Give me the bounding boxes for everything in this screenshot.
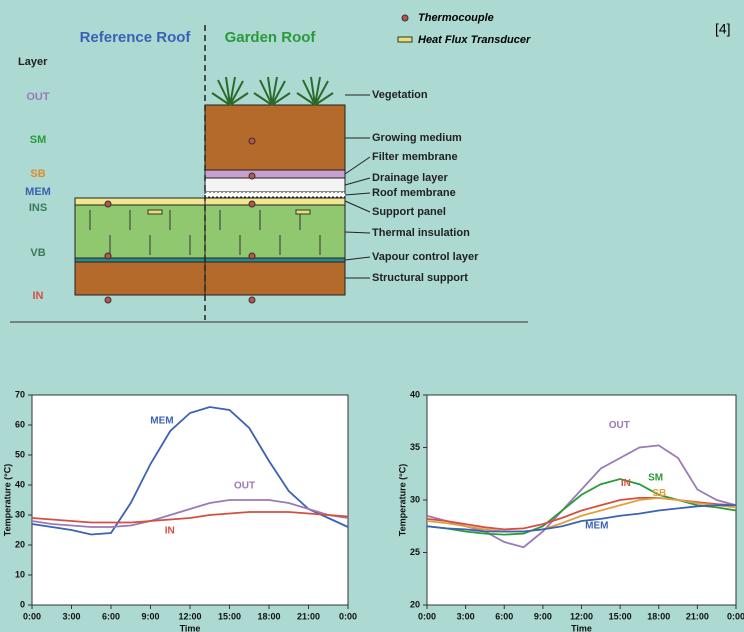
layer-label: SM [30, 134, 47, 146]
roof-diagram: Reference Roof Garden Roof Thermocouple … [10, 12, 731, 323]
y-tick-label: 30 [410, 494, 420, 504]
series-label: IN [165, 526, 175, 537]
x-tick-label: 21:00 [297, 611, 320, 621]
plot-area [426, 394, 737, 606]
thermocouple-icon [401, 14, 409, 22]
y-tick-label: 40 [410, 389, 420, 399]
x-tick-label: 6:00 [495, 611, 513, 621]
series-label: OUT [609, 420, 630, 431]
roof-membrane [204, 191, 346, 198]
insulation-pattern [89, 210, 321, 255]
plot-area [31, 394, 349, 606]
x-tick-label: 12:00 [570, 611, 593, 621]
layer-label: MEM [25, 186, 51, 198]
layer-label: OUT [26, 91, 50, 103]
series-line [31, 499, 349, 528]
layer-label: INS [29, 202, 47, 214]
x-tick-label: 12:00 [178, 611, 201, 621]
callout: Thermal insulation [372, 227, 470, 239]
callout: Vapour control layer [372, 251, 479, 263]
callout: Support panel [372, 206, 446, 218]
vapour-control [74, 257, 346, 263]
x-tick-label: 15:00 [218, 611, 241, 621]
x-tick-label: 18:00 [647, 611, 670, 621]
series-label: OUT [234, 481, 255, 492]
legend-label: Heat Flux Transducer [418, 34, 531, 46]
x-tick-label: 15:00 [609, 611, 632, 621]
x-axis-label: Time [571, 623, 592, 632]
series-line [31, 511, 349, 524]
y-tick-label: 10 [15, 569, 25, 579]
support-panel [74, 197, 346, 206]
y-tick-label: 30 [15, 509, 25, 519]
series-line [426, 504, 736, 533]
x-tick-label: 0:00 [727, 611, 744, 621]
x-tick-label: 0:00 [339, 611, 357, 621]
x-tick-label: 0:00 [23, 611, 41, 621]
y-axis-label: Temperature (°C) [397, 464, 407, 536]
series-line [426, 444, 737, 549]
y-tick-label: 50 [15, 449, 25, 459]
x-tick-label: 21:00 [686, 611, 709, 621]
series-label: IN [621, 478, 631, 489]
heat-flux-icon [295, 209, 311, 215]
callout: Growing medium [372, 132, 462, 144]
structural-support [74, 261, 346, 296]
x-axis-label: Time [180, 623, 201, 632]
x-tick-label: 6:00 [102, 611, 120, 621]
heat-flux-icon [147, 209, 163, 215]
drainage-layer [204, 177, 346, 193]
y-tick-label: 25 [410, 547, 420, 557]
callout: Drainage layer [372, 172, 449, 184]
x-tick-label: 3:00 [62, 611, 80, 621]
column-heading: Garden Roof [225, 29, 317, 46]
growing-medium [204, 104, 346, 171]
series-label: MEM [150, 416, 173, 427]
heat-flux-icon [397, 36, 413, 43]
leader-lines [344, 94, 371, 279]
y-tick-label: 35 [410, 442, 420, 452]
y-axis-label: Temperature (°C) [2, 464, 12, 536]
y-tick-label: 40 [15, 479, 25, 489]
vegetation [211, 76, 334, 106]
layer-label: SB [30, 168, 45, 180]
series-label: SB [652, 488, 666, 499]
y-tick-label: 20 [15, 539, 25, 549]
callout: Vegetation [372, 89, 428, 101]
series-label: MEM [585, 520, 608, 531]
thermocouples [104, 137, 256, 304]
x-tick-label: 0:00 [418, 611, 436, 621]
x-tick-label: 3:00 [457, 611, 475, 621]
layer-label: VB [30, 247, 45, 259]
x-tick-label: 18:00 [257, 611, 280, 621]
y-tick-label: 20 [410, 599, 420, 609]
callout: Roof membrane [372, 187, 456, 199]
layer-heading: Layer [18, 56, 48, 68]
y-tick-label: 70 [15, 389, 25, 399]
series-line [426, 496, 737, 533]
legend-label: Thermocouple [418, 12, 494, 24]
citation: [4] [715, 21, 731, 37]
series-line [31, 406, 349, 536]
x-tick-label: 9:00 [141, 611, 159, 621]
y-tick-label: 60 [15, 419, 25, 429]
series-label: SM [648, 473, 663, 484]
callout: Filter membrane [372, 151, 458, 163]
column-heading: Reference Roof [80, 29, 192, 46]
filter-membrane [204, 169, 346, 179]
y-tick-label: 0 [20, 599, 25, 609]
x-tick-label: 9:00 [534, 611, 552, 621]
callout: Structural support [372, 272, 468, 284]
layer-label: IN [33, 290, 44, 302]
